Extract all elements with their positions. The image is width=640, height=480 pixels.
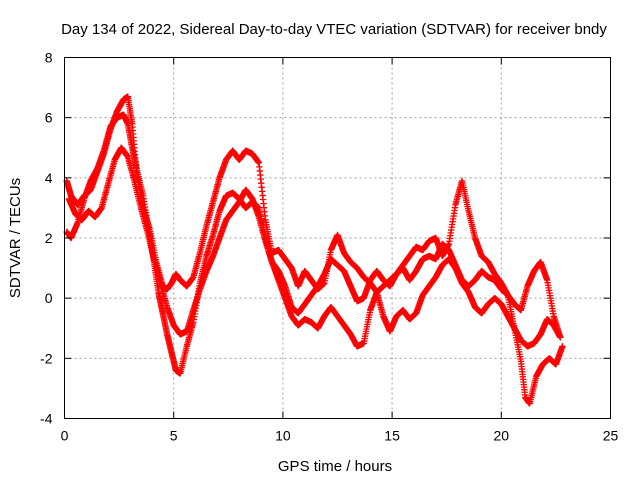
series-trace-b: [63, 111, 566, 407]
series-trace-c: [65, 144, 564, 350]
y-tick-label: 8: [45, 50, 53, 66]
chart-title: Day 134 of 2022, Sidereal Day-to-day VTE…: [61, 21, 607, 38]
y-tick-label: 6: [45, 110, 53, 126]
y-tick-label: -4: [40, 411, 53, 427]
x-tick-labels: 0 5 10 15 20 25: [61, 428, 619, 444]
x-tick-label: 0: [61, 428, 69, 444]
y-tick-label: 0: [45, 290, 53, 306]
y-tick-label: 2: [45, 230, 53, 246]
x-tick-label: 25: [603, 428, 619, 444]
x-tick-label: 15: [384, 428, 400, 444]
axis-ticks: [64, 57, 611, 419]
data-point: [557, 334, 564, 341]
x-tick-label: 10: [275, 428, 291, 444]
x-axis-title: GPS time / hours: [278, 458, 392, 475]
y-axis-title: SDTVAR / TECUs: [7, 178, 24, 298]
x-tick-label: 5: [170, 428, 178, 444]
y-tick-label: -2: [40, 350, 53, 366]
x-tick-label: 20: [494, 428, 510, 444]
data-point: [559, 343, 566, 350]
y-tick-label: 4: [45, 170, 53, 186]
data-points: [63, 93, 566, 407]
y-tick-labels: -4 -2 0 2 4 6 8: [40, 50, 53, 427]
